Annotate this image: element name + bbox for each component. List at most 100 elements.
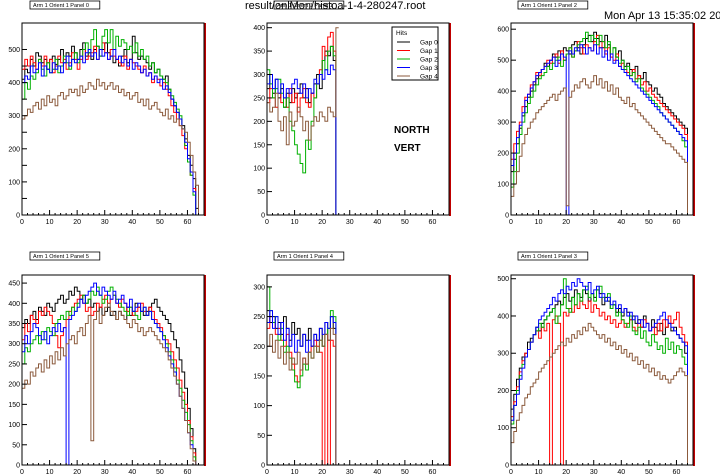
x-tick-label: 10: [46, 469, 54, 474]
panel-title-box: [29, 251, 101, 261]
x-tick-label: 50: [645, 469, 653, 474]
x-tick-label: 20: [318, 469, 326, 474]
y-tick-label: 100: [8, 179, 20, 186]
series-line-2: [511, 278, 693, 466]
panel-title: Arm 1 Orient 1 Panel 0: [33, 3, 89, 9]
x-tick-label: 50: [401, 469, 409, 474]
x-tick-label: 10: [291, 219, 299, 226]
y-tick-label: 350: [253, 49, 265, 56]
series-line-1: [511, 34, 693, 216]
x-tick-label: 60: [184, 469, 192, 474]
y-tick-label: 200: [8, 146, 20, 153]
plot-frame: [21, 274, 205, 466]
legend-title: Hits: [396, 30, 408, 37]
legend-label: Gap 3: [420, 65, 438, 72]
plot-frame: [21, 22, 205, 216]
plot-frame: [266, 22, 450, 216]
series-line-2: [511, 31, 693, 216]
y-tick-label: 500: [497, 276, 509, 283]
y-tick-label: 200: [253, 344, 265, 351]
series-line-3: [22, 49, 204, 216]
x-tick-label: 60: [184, 219, 192, 226]
y-tick-label: 500: [8, 47, 20, 54]
legend-box: [391, 26, 439, 81]
y-tick-label: 50: [257, 433, 265, 440]
x-tick-label: 30: [590, 469, 598, 474]
series-line-3: [267, 64, 339, 216]
y-tick-label: 250: [8, 361, 20, 368]
y-tick-label: 400: [497, 89, 509, 96]
y-tick-label: 250: [253, 95, 265, 102]
series-line-0: [22, 286, 204, 466]
plot-frame: [510, 22, 694, 216]
x-tick-label: 20: [318, 219, 326, 226]
y-tick-label: 0: [16, 463, 20, 470]
y-tick-label: 300: [497, 351, 509, 358]
x-tick-label: 10: [291, 469, 299, 474]
panel-title: Arm 1 Orient 1 Panel 1: [277, 3, 333, 9]
x-tick-label: 10: [535, 469, 543, 474]
y-tick-label: 100: [497, 182, 509, 189]
x-tick-label: 0: [509, 219, 513, 226]
panel-title-box: [273, 0, 345, 10]
x-tick-label: 30: [590, 219, 598, 226]
histogram-panel: 0 10 20 30 40 50 60 0 100 200 300 400 500 Arm 1 Orien…: [497, 251, 695, 474]
x-tick-label: 50: [401, 219, 409, 226]
x-tick-label: 50: [645, 219, 653, 226]
y-tick-label: 100: [497, 425, 509, 432]
x-tick-label: 40: [617, 219, 625, 226]
series-line-3: [267, 310, 339, 466]
x-tick-label: 40: [373, 219, 381, 226]
legend-label: Gap 4: [420, 74, 438, 81]
x-tick-label: 50: [156, 469, 164, 474]
panel-title: Arm 1 Orient 1 Panel 4: [277, 254, 333, 260]
x-tick-label: 20: [73, 219, 81, 226]
plot-frame: [510, 274, 694, 466]
y-tick-label: 150: [253, 373, 265, 380]
datetime-stamp: Mon Apr 13 15:35:02 2009: [604, 10, 720, 22]
x-tick-label: 0: [265, 469, 269, 474]
x-tick-label: 20: [73, 469, 81, 474]
x-tick-label: 40: [373, 469, 381, 474]
y-tick-label: 300: [8, 113, 20, 120]
x-tick-label: 20: [562, 219, 570, 226]
y-tick-label: 400: [497, 313, 509, 320]
x-tick-label: 60: [673, 219, 681, 226]
y-tick-label: 300: [497, 120, 509, 127]
panel-title-box: [517, 251, 589, 261]
y-tick-label: 200: [497, 388, 509, 395]
y-tick-label: 50: [257, 189, 265, 196]
y-tick-label: 0: [261, 213, 265, 220]
x-tick-label: 0: [20, 219, 24, 226]
series-line-4: [267, 327, 339, 466]
y-tick-label: 350: [8, 321, 20, 328]
legend-label: Gap 0: [420, 40, 438, 47]
x-tick-label: 20: [562, 469, 570, 474]
x-tick-label: 60: [429, 219, 437, 226]
y-tick-label: 300: [253, 284, 265, 291]
x-tick-label: 0: [20, 469, 24, 474]
x-tick-label: 30: [101, 219, 109, 226]
y-tick-label: 0: [505, 463, 509, 470]
panel-title: Arm 1 Orient 1 Panel 3: [521, 254, 577, 260]
vert-label: VERT: [394, 143, 421, 154]
x-tick-label: 50: [156, 219, 164, 226]
y-tick-label: 400: [253, 25, 265, 32]
north-label: NORTH: [394, 125, 430, 136]
series-line-4: [22, 78, 204, 216]
x-tick-label: 60: [429, 469, 437, 474]
y-tick-label: 0: [16, 213, 20, 220]
y-tick-label: 250: [253, 314, 265, 321]
y-tick-label: 400: [8, 80, 20, 87]
series-line-3: [22, 282, 204, 466]
y-tick-label: 150: [8, 402, 20, 409]
x-tick-label: 10: [46, 219, 54, 226]
y-tick-label: 500: [497, 58, 509, 65]
panel-title: Arm 1 Orient 1 Panel 2: [521, 3, 577, 9]
x-tick-label: 30: [101, 469, 109, 474]
y-tick-label: 400: [8, 301, 20, 308]
histogram-panel: 0 10 20 30 40 50 60 0 100 200 300 400 500 Arm 1 Orien…: [8, 0, 206, 226]
y-tick-label: 200: [8, 382, 20, 389]
